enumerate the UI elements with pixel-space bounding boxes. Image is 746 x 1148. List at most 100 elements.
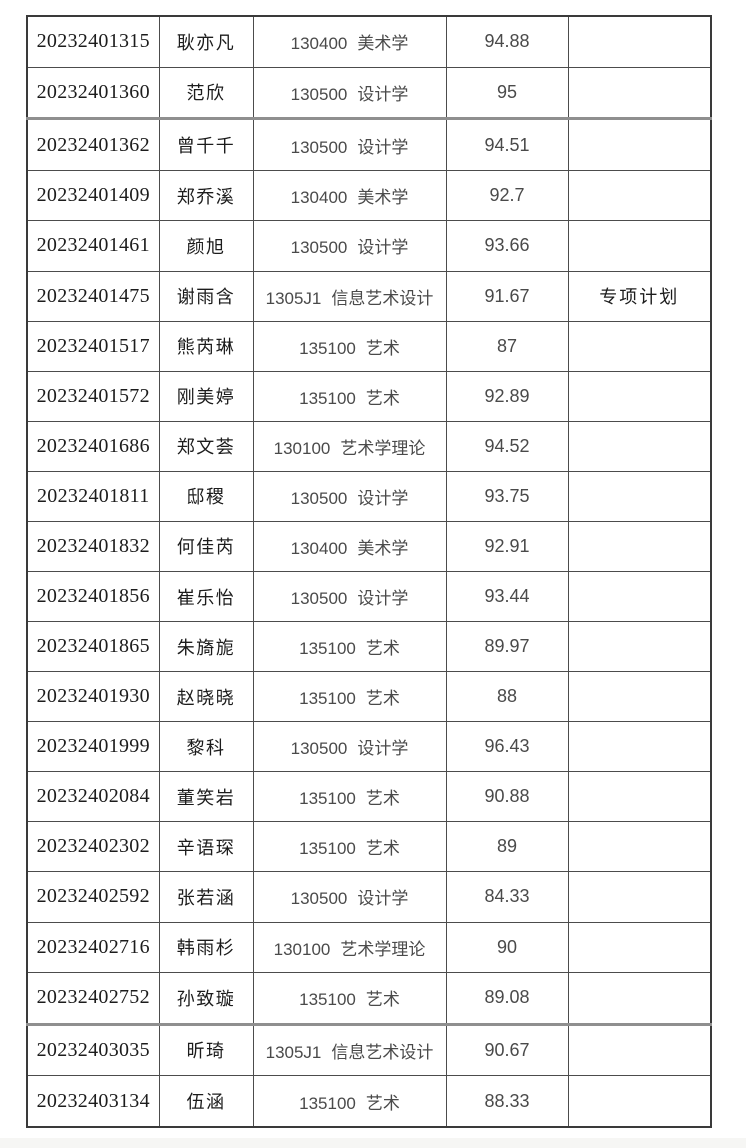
major-cell: 135100 艺术: [252, 971, 447, 1026]
table-row: 20232401475 谢雨含 1305J1 信息艺术设计 91.67 专项计划: [26, 270, 712, 322]
major-cell: 130400 美术学: [252, 170, 447, 222]
candidate-id-cell: 20232401572: [26, 370, 160, 422]
candidate-id-cell: 20232401517: [26, 320, 160, 372]
table-row: 20232401362 曾千千 130500 设计学 94.51: [26, 118, 712, 172]
major-name: 设计学: [357, 889, 409, 909]
major-code: 135100: [299, 639, 356, 659]
candidate-name-cell: 耿亦凡: [158, 15, 254, 68]
major-cell: 130500 设计学: [252, 220, 447, 272]
major-code: 130500: [290, 589, 348, 608]
table-row: 20232401930 赵晓晓 135100 艺术 88: [26, 671, 712, 723]
major-name: 艺术: [365, 388, 400, 408]
score-cell: 84.33: [445, 871, 569, 923]
score-cell: 89.08: [445, 971, 569, 1026]
remark-cell: [567, 370, 712, 422]
candidate-name-cell: 昕琦: [158, 1023, 254, 1077]
major-cell: 135100 艺术: [252, 320, 447, 372]
major-code: 130500: [290, 739, 348, 759]
major-cell: 130500 设计学: [252, 721, 447, 773]
candidate-name-cell: 郑乔溪: [158, 170, 254, 222]
score-cell: 92.89: [445, 370, 569, 422]
major-name: 设计学: [357, 238, 409, 258]
table-row: 20232401686 郑文荟 130100 艺术学理论 94.52: [26, 420, 712, 472]
major-name: 设计学: [357, 488, 409, 508]
remark-cell: [567, 420, 712, 472]
candidate-id-cell: 20232403035: [26, 1023, 160, 1077]
major-cell: 135100 艺术: [252, 671, 447, 723]
major-cell: 1305J1 信息艺术设计: [252, 1023, 447, 1077]
candidate-id-cell: 20232402084: [26, 771, 160, 823]
major-name: 艺术: [365, 639, 400, 659]
major-code: 130100: [273, 438, 331, 458]
score-cell: 94.52: [445, 420, 569, 472]
table-row: 20232401409 郑乔溪 130400 美术学 92.7: [26, 170, 712, 222]
major-cell: 130500 设计学: [252, 118, 447, 172]
table-row: 20232401572 刚美婷 135100 艺术 92.89: [26, 370, 712, 422]
candidate-id-cell: 20232401832: [26, 520, 160, 572]
remark-cell: [567, 170, 712, 222]
candidate-name-cell: 颜旭: [158, 220, 254, 272]
major-code: 130500: [290, 488, 348, 508]
table-row: 20232402592 张若涵 130500 设计学 84.33: [26, 871, 712, 923]
major-code: 1305J1: [265, 288, 322, 308]
major-code: 135100: [299, 839, 356, 859]
major-name: 设计学: [357, 84, 409, 104]
major-cell: 135100 艺术: [252, 1075, 447, 1128]
candidate-id-cell: 20232401360: [26, 66, 160, 121]
major-name: 艺术: [365, 839, 400, 859]
candidate-name-cell: 谢雨含: [158, 270, 254, 322]
candidate-name-cell: 赵晓晓: [158, 671, 254, 723]
table-row: 20232403035 昕琦 1305J1 信息艺术设计 90.67: [26, 1023, 712, 1077]
major-cell: 130100 艺术学理论: [252, 420, 447, 472]
candidate-name-cell: 熊芮琳: [158, 320, 254, 372]
table-row: 20232401865 朱旖旎 135100 艺术 89.97: [26, 621, 712, 673]
candidate-id-cell: 20232401811: [26, 470, 160, 522]
table-body: 20232401315 耿亦凡 130400 美术学 94.88 20232401…: [26, 15, 712, 1128]
candidate-id-cell: 20232401315: [26, 15, 160, 68]
table-row: 20232401461 颜旭 130500 设计学 93.66: [26, 220, 712, 272]
major-name: 艺术: [365, 1093, 400, 1113]
candidate-name-cell: 伍涵: [158, 1075, 254, 1128]
score-cell: 88: [445, 671, 569, 723]
major-name: 美术学: [357, 34, 409, 54]
major-name: 美术学: [357, 188, 409, 208]
major-name: 艺术学理论: [340, 438, 426, 458]
candidate-name-cell: 曾千千: [158, 118, 254, 172]
candidate-id-cell: 20232401856: [26, 570, 160, 623]
candidate-id-cell: 20232401461: [26, 220, 160, 272]
table-row: 20232402084 董笑岩 135100 艺术 90.88: [26, 771, 712, 823]
remark-cell: [567, 621, 712, 673]
major-code: 135100: [299, 1093, 356, 1113]
major-cell: 130500 设计学: [252, 66, 447, 121]
candidate-id-cell: 20232401362: [26, 118, 160, 172]
candidate-id-cell: 20232401686: [26, 420, 160, 472]
major-name: 设计学: [357, 589, 409, 608]
major-name: 艺术: [365, 338, 400, 358]
candidate-name-cell: 朱旖旎: [158, 621, 254, 673]
score-cell: 96.43: [445, 721, 569, 773]
table-row: 20232402716 韩雨杉 130100 艺术学理论 90: [26, 921, 712, 973]
major-code: 130500: [290, 238, 348, 258]
candidate-id-cell: 20232402752: [26, 971, 160, 1026]
remark-cell: [567, 15, 712, 68]
major-cell: 1305J1 信息艺术设计: [252, 270, 447, 322]
major-cell: 130500 设计学: [252, 871, 447, 923]
remark-cell: [567, 971, 712, 1026]
major-cell: 130500 设计学: [252, 470, 447, 522]
major-name: 信息艺术设计: [331, 288, 434, 308]
remark-cell: [567, 821, 712, 873]
score-cell: 95: [445, 66, 569, 121]
score-cell: 93.75: [445, 470, 569, 522]
score-cell: 87: [445, 320, 569, 372]
table-row: 20232401811 邸稷 130500 设计学 93.75: [26, 470, 712, 522]
candidate-name-cell: 韩雨杉: [158, 921, 254, 973]
score-cell: 91.67: [445, 270, 569, 322]
candidate-id-cell: 20232402592: [26, 871, 160, 923]
remark-cell: [567, 320, 712, 372]
candidate-name-cell: 何佳芮: [158, 520, 254, 572]
major-code: 135100: [299, 990, 356, 1010]
candidate-id-cell: 20232403134: [26, 1075, 160, 1128]
major-cell: 130500 设计学: [252, 570, 447, 623]
table-row: 20232401315 耿亦凡 130400 美术学 94.88: [26, 15, 712, 68]
major-code: 130500: [290, 889, 348, 909]
